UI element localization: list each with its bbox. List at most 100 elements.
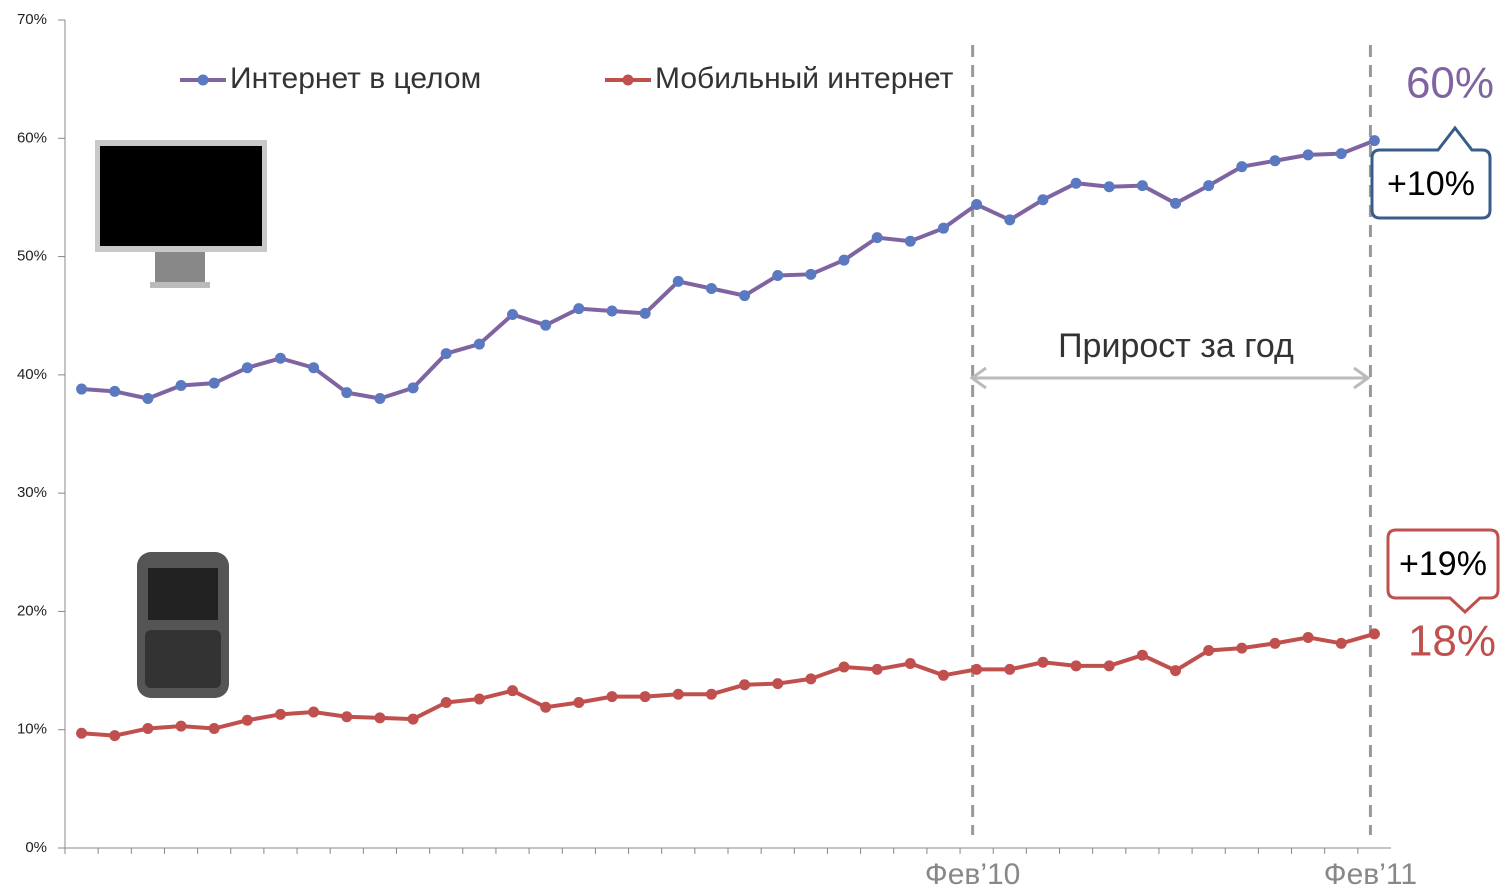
page: {"chart_data":{"type":"line", "categorie… (0, 0, 1501, 893)
point (1269, 155, 1280, 166)
y-tick-label: 20% (17, 602, 47, 619)
point (1303, 632, 1314, 643)
point (905, 236, 916, 247)
point (1071, 178, 1082, 189)
legend-label: Интернет в целом (230, 62, 481, 95)
point (242, 715, 253, 726)
point (772, 270, 783, 281)
annotation: 18% (1408, 617, 1496, 666)
point (640, 691, 651, 702)
point (1269, 638, 1280, 649)
point (971, 199, 982, 210)
annotation: +10% (1387, 165, 1475, 203)
y-tick-label: 0% (25, 839, 47, 856)
point (1104, 660, 1115, 671)
y-tick-label: 60% (17, 129, 47, 146)
point (1203, 180, 1214, 191)
point (1336, 638, 1347, 649)
point (1369, 135, 1380, 146)
point (872, 232, 883, 243)
point (606, 691, 617, 702)
point (839, 255, 850, 266)
point (374, 393, 385, 404)
point (308, 706, 319, 717)
point (441, 348, 452, 359)
point (1137, 650, 1148, 661)
point (142, 723, 153, 734)
point (1004, 664, 1015, 675)
point (142, 393, 153, 404)
point (474, 339, 485, 350)
point (573, 697, 584, 708)
point (540, 320, 551, 331)
point (109, 730, 120, 741)
x-tick-label: Фев’11 (1324, 858, 1417, 891)
chart: 0%10%20%30%40%50%60%70%Фев’10Фев’11Интер… (0, 0, 1501, 893)
point (706, 689, 717, 700)
legend-marker (623, 75, 634, 86)
x-tick-label: Фев’10 (925, 858, 1020, 891)
y-tick-label: 70% (17, 11, 47, 28)
point (374, 712, 385, 723)
point (1071, 660, 1082, 671)
point (673, 689, 684, 700)
point (739, 679, 750, 690)
point (1137, 180, 1148, 191)
point (76, 384, 87, 395)
point (408, 382, 419, 393)
point (109, 386, 120, 397)
point (408, 714, 419, 725)
point (209, 378, 220, 389)
point (640, 308, 651, 319)
point (341, 711, 352, 722)
point (176, 380, 187, 391)
point (938, 223, 949, 234)
point (1170, 665, 1181, 676)
y-tick-label: 10% (17, 721, 47, 738)
annotation: +19% (1399, 545, 1487, 583)
point (706, 283, 717, 294)
point (1236, 643, 1247, 654)
point (805, 673, 816, 684)
point (1203, 645, 1214, 656)
point (507, 309, 518, 320)
point (176, 721, 187, 732)
point (872, 664, 883, 675)
point (772, 678, 783, 689)
point (938, 670, 949, 681)
point (573, 303, 584, 314)
annotation: Прирост за год (1058, 327, 1294, 365)
legend-marker (198, 75, 209, 86)
point (839, 662, 850, 673)
legend-label: Мобильный интернет (655, 62, 954, 95)
point (76, 728, 87, 739)
point (1170, 198, 1181, 209)
point (275, 709, 286, 720)
point (1004, 214, 1015, 225)
point (242, 362, 253, 373)
y-tick-label: 30% (17, 484, 47, 501)
point (209, 723, 220, 734)
annotation: 60% (1406, 59, 1494, 108)
phone-icon (137, 552, 229, 698)
point (474, 693, 485, 704)
point (1037, 194, 1048, 205)
point (540, 702, 551, 713)
point (308, 362, 319, 373)
span-arrow (972, 368, 1368, 388)
point (805, 269, 816, 280)
point (1303, 149, 1314, 160)
y-tick-label: 50% (17, 248, 47, 265)
monitor-icon (95, 140, 267, 288)
point (606, 305, 617, 316)
point (1336, 148, 1347, 159)
point (507, 685, 518, 696)
point (1037, 657, 1048, 668)
point (1104, 181, 1115, 192)
point (341, 387, 352, 398)
point (1236, 161, 1247, 172)
point (739, 290, 750, 301)
point (971, 664, 982, 675)
point (905, 658, 916, 669)
point (673, 276, 684, 287)
